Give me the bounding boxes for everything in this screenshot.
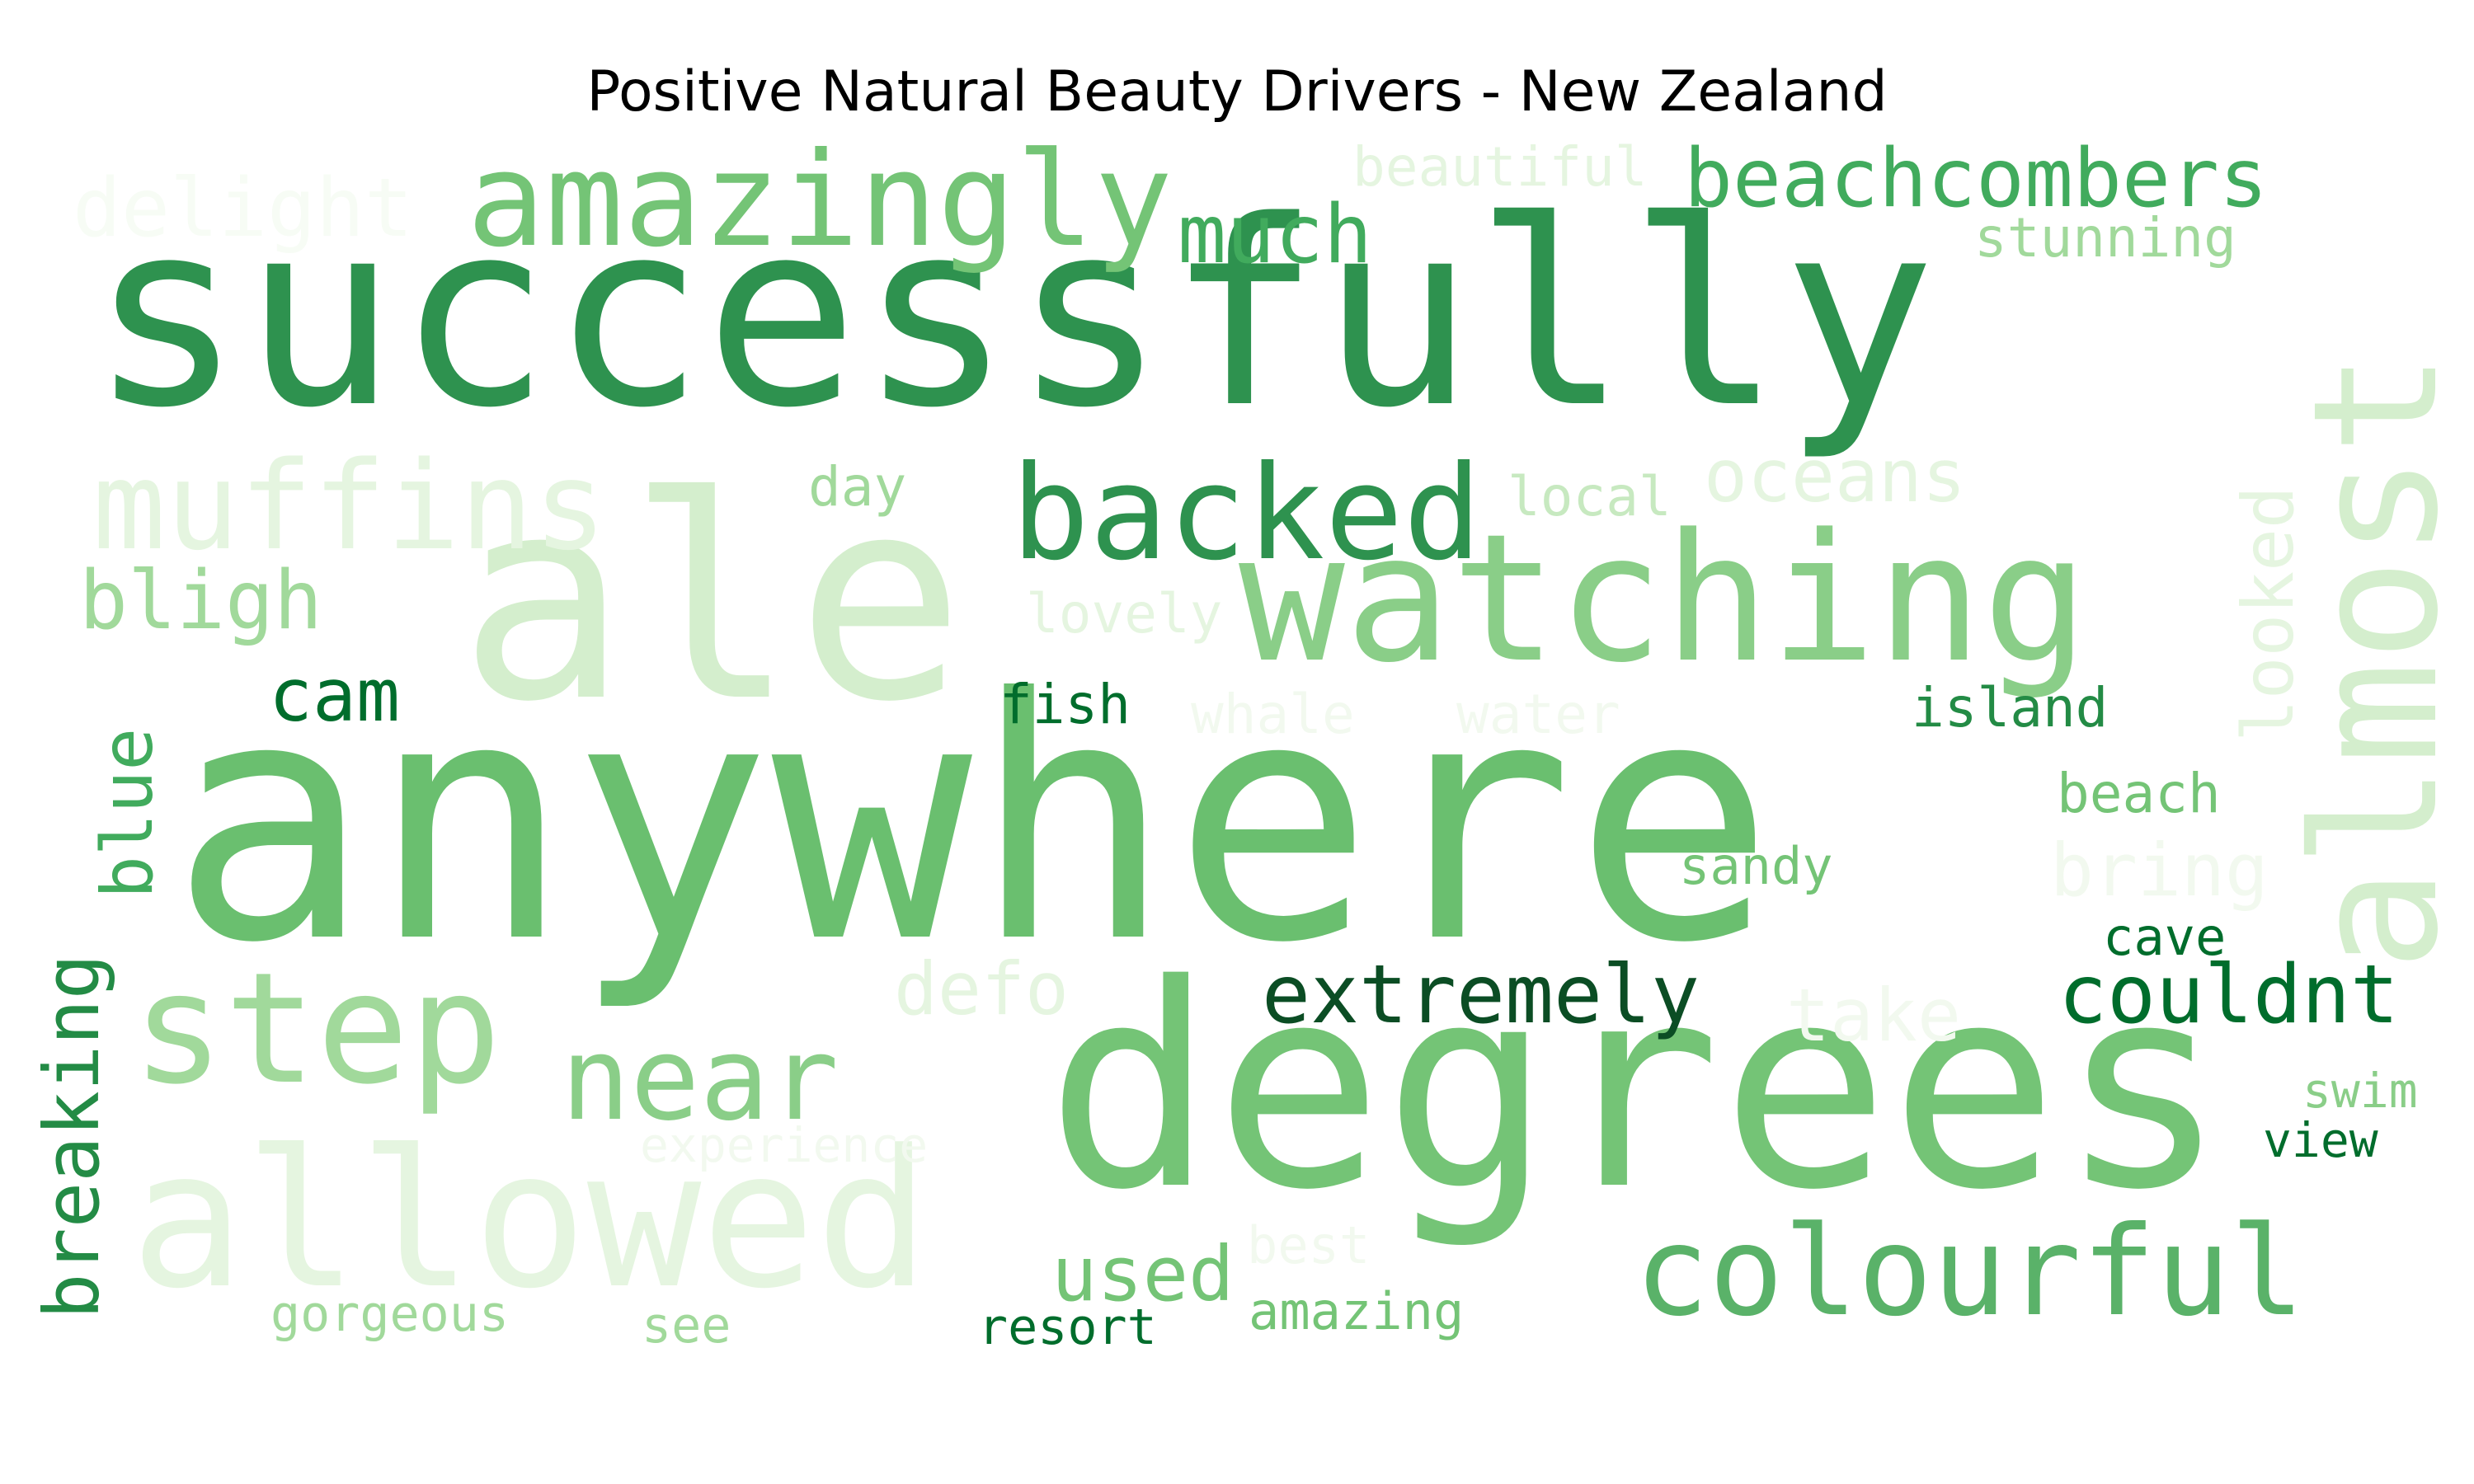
word-backed: backed: [1011, 438, 1482, 589]
word-amazingly: amazingly: [467, 124, 1174, 276]
word-beautiful: beautiful: [1352, 135, 1648, 199]
word-gorgeous: gorgeous: [270, 1285, 509, 1343]
word-resort: resort: [978, 1298, 1157, 1356]
word-see: see: [642, 1297, 731, 1355]
word-breaking: breaking: [28, 953, 116, 1319]
word-bligh: bligh: [79, 554, 323, 648]
word-colourful: colourful: [1634, 1200, 2305, 1344]
word-watching: watching: [1239, 496, 2089, 702]
word-defo: defo: [894, 946, 1069, 1031]
word-fish: fish: [999, 673, 1131, 736]
word-stunning: stunning: [1974, 206, 2236, 270]
word-blue: blue: [87, 727, 169, 899]
word-delight: delight: [73, 162, 414, 256]
word-much: much: [1178, 188, 1373, 282]
word-experience: experience: [640, 1117, 929, 1173]
word-muffins: muffins: [92, 435, 607, 577]
word-day: day: [808, 455, 907, 519]
word-oceans: oceans: [1704, 434, 1966, 519]
word-used: used: [1051, 1230, 1235, 1318]
word-step: step: [132, 939, 501, 1118]
word-view: view: [2263, 1112, 2378, 1168]
word-sandy: sandy: [1679, 836, 1833, 896]
word-extremely: extremely: [1262, 948, 1700, 1042]
word-near: near: [561, 1012, 840, 1147]
word-cave: cave: [2103, 907, 2227, 967]
word-bring: bring: [2050, 828, 2269, 913]
chart-title: Positive Natural Beauty Drivers - New Ze…: [586, 59, 1888, 124]
word-beach: beach: [2057, 762, 2221, 825]
word-take: take: [1786, 973, 1961, 1058]
word-local: local: [1507, 465, 1672, 528]
word-cam: cam: [269, 653, 400, 738]
word-allowed: allowed: [130, 1111, 930, 1331]
word-water: water: [1456, 683, 1620, 746]
word-anywhere: anywhere: [170, 628, 1775, 1016]
word-beachcombers: beachcombers: [1684, 132, 2269, 226]
word-swim: swim: [2302, 1063, 2418, 1119]
word-amazing: amazing: [1249, 1281, 1465, 1341]
word-ale: ale: [459, 437, 966, 763]
word-looked: looked: [2227, 486, 2310, 742]
word-successfully: successfully: [89, 167, 1936, 464]
word-couldnt: couldnt: [2058, 948, 2400, 1042]
word-best: best: [1247, 1215, 1371, 1275]
word-whale: whale: [1191, 683, 1355, 746]
word-degrees: degrees: [1046, 925, 2227, 1252]
word-almost: almost: [2277, 351, 2474, 971]
word-island: island: [1912, 676, 2109, 740]
word-lovely: lovely: [1026, 582, 1223, 646]
